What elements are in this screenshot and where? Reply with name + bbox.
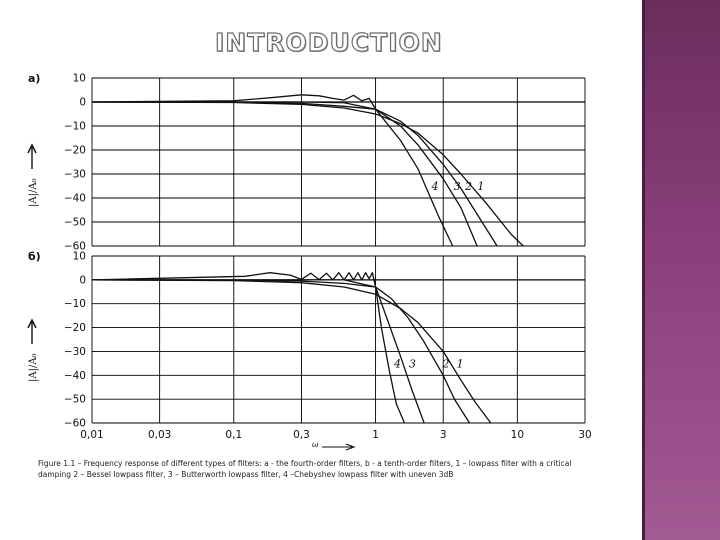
y-tick-label: −40	[64, 193, 86, 205]
series-label: 1	[477, 180, 484, 193]
y-tick-label: 0	[79, 274, 86, 286]
series-label: 1	[457, 357, 464, 370]
x-axis-arrow	[322, 443, 356, 451]
y-tick-label: 10	[73, 251, 86, 263]
series-label: 3	[454, 180, 461, 193]
y-tick-label: −30	[64, 346, 86, 358]
y-tick-label: −40	[64, 370, 86, 382]
series-line-2	[92, 101, 498, 246]
x-tick-label: 3	[440, 429, 447, 441]
series-line-4	[92, 94, 454, 246]
y-axis-label: |A|/A₀	[28, 178, 39, 207]
x-tick-label: 0,1	[225, 429, 242, 441]
y-tick-label: −50	[64, 394, 86, 406]
y-tick-label: 10	[73, 73, 86, 85]
slide-title: INTRODUCTION	[214, 27, 443, 57]
series-line-2	[92, 279, 471, 423]
x-tick-label: 30	[578, 429, 591, 441]
panel-a: 10 0 −10 −20 −30 −40 −50 −60 a) |A|/A₀ 123 4	[27, 72, 586, 253]
x-axis-label: ω	[312, 440, 319, 449]
y-tick-label: −60	[64, 241, 86, 253]
x-tick-label: 0,01	[80, 429, 103, 441]
y-axis-arrow	[27, 318, 37, 344]
y-tick-label: −10	[64, 298, 86, 310]
y-tick-label: 0	[79, 97, 86, 109]
x-tick-label: 10	[511, 429, 524, 441]
x-tick-label: 0,03	[148, 429, 171, 441]
series-label: 3	[409, 357, 416, 370]
panel-label: б)	[28, 250, 41, 263]
y-tick-label: −10	[64, 121, 86, 133]
y-tick-label: −30	[64, 169, 86, 181]
y-tick-label: −20	[64, 145, 86, 157]
y-tick-label: −50	[64, 217, 86, 229]
series-label: 4	[431, 180, 439, 193]
y-tick-label: −60	[64, 418, 86, 430]
series-line-3	[92, 101, 478, 246]
series-label: 2	[441, 357, 449, 370]
y-tick-label: −20	[64, 322, 86, 334]
figure-caption: Figure 1.1 – Frequency response of diffe…	[38, 459, 572, 479]
y-axis-arrow	[27, 143, 37, 169]
series-line-4	[92, 272, 406, 423]
x-tick-label: 0,3	[293, 429, 310, 441]
x-tick-label: 1	[372, 429, 379, 441]
accent-side-bar	[642, 0, 720, 540]
y-axis-label: |A|/A₀	[28, 353, 39, 382]
series-label: 2	[464, 180, 472, 193]
panel-label: a)	[28, 72, 40, 85]
series-label: 4	[393, 357, 401, 370]
